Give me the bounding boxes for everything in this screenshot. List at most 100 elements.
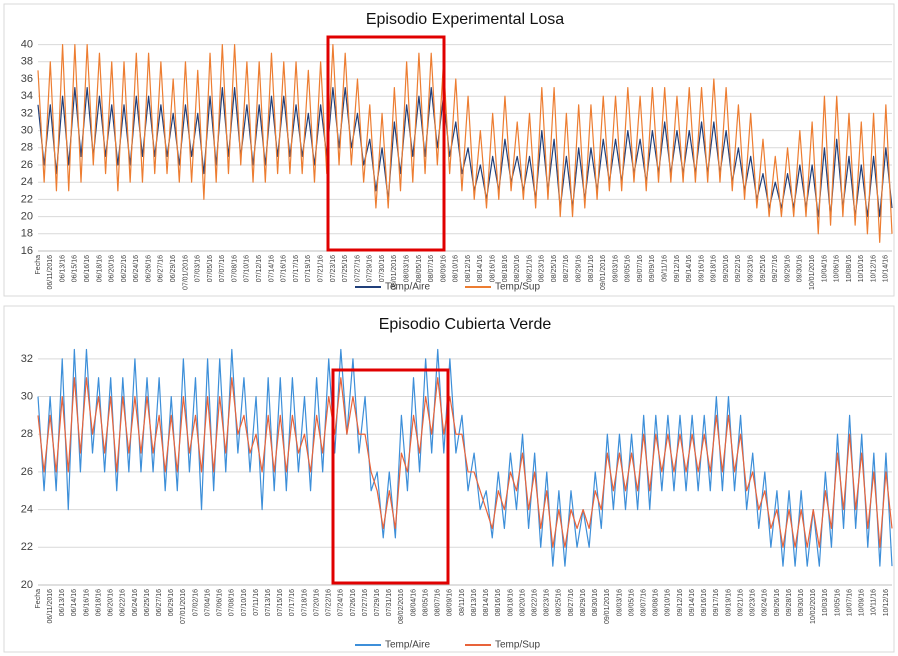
x-tick-label: 08/23/16	[539, 255, 546, 282]
x-tick-label: 06/29/16	[168, 589, 175, 616]
x-tick-label: 08/30/16	[592, 589, 599, 616]
y-tick-label: 20	[21, 579, 33, 591]
x-tick-label: 08/16/16	[495, 589, 502, 616]
x-tick-label: 09/12/16	[674, 255, 681, 282]
x-tick-label: 09/26/16	[774, 589, 781, 616]
x-tick-label: 06/11/2016	[47, 255, 54, 290]
x-tick-label: 07/20/16	[313, 589, 320, 616]
x-tick-label: 09/01/2016	[604, 589, 611, 624]
x-tick-label: 09/14/16	[689, 589, 696, 616]
y-tick-label: 38	[21, 56, 33, 68]
x-tick-label: 10/07/16	[846, 589, 853, 616]
x-tick-label: 07/01/2016	[180, 589, 187, 624]
y-tick-label: 34	[21, 90, 33, 102]
x-tick-label: 08/09/16	[447, 589, 454, 616]
x-tick-label: 08/13/16	[471, 589, 478, 616]
y-tick-label: 24	[21, 176, 33, 188]
x-tick-label: 07/18/16	[301, 589, 308, 616]
x-tick-label: 09/17/16	[713, 589, 720, 616]
x-tick-label: 07/25/16	[342, 255, 349, 282]
x-tick-label: 08/11/16	[459, 589, 466, 616]
x-tick-label: 07/16/16	[281, 255, 288, 282]
x-tick-label: 07/21/16	[317, 255, 324, 282]
x-tick-label: 10/08/16	[846, 255, 853, 282]
x-tick-label: 08/05/16	[416, 255, 423, 282]
x-tick-label: 09/11/16	[662, 255, 669, 282]
x-tick-label: 08/16/16	[489, 255, 496, 282]
x-tick-label: 06/29/16	[170, 255, 177, 282]
x-tick-label: 09/18/16	[711, 255, 718, 282]
x-tick-label: 06/16/16	[83, 589, 90, 616]
x-tick-label: 07/30/16	[379, 255, 386, 282]
x-tick-label: 09/03/16	[612, 255, 619, 282]
x-tick-label: 07/07/16	[219, 255, 226, 282]
x-tick-label: Fecha	[35, 589, 42, 609]
x-tick-label: 09/30/16	[797, 255, 804, 282]
x-tick-label: 10/12/16	[883, 589, 890, 616]
y-tick-label: 28	[21, 142, 33, 154]
x-tick-label: 09/30/16	[798, 589, 805, 616]
x-tick-label: 09/16/16	[698, 255, 705, 282]
x-tick-label: 07/22/16	[326, 589, 333, 616]
x-tick-label: 06/13/16	[59, 255, 66, 282]
x-tick-label: 09/23/16	[750, 589, 757, 616]
legend-label: Temp/Sup	[495, 640, 540, 651]
y-tick-label: 22	[21, 193, 33, 205]
x-tick-label: 07/27/16	[354, 255, 361, 282]
x-tick-label: 06/25/16	[144, 589, 151, 616]
x-tick-label: 07/14/16	[268, 255, 275, 282]
x-tick-label: 10/06/16	[834, 255, 841, 282]
x-tick-label: 08/01/2016	[391, 255, 398, 290]
x-tick-label: 09/23/16	[748, 255, 755, 282]
x-tick-label: 07/03/16	[195, 255, 202, 282]
y-tick-label: 32	[21, 353, 33, 365]
x-tick-label: 09/22/16	[735, 255, 742, 282]
x-tick-label: 07/17/16	[289, 589, 296, 616]
x-tick-label: 08/27/16	[563, 255, 570, 282]
x-tick-label: 07/11/16	[253, 589, 260, 616]
x-tick-label: 09/08/16	[653, 589, 660, 616]
x-tick-label: 07/10/16	[244, 255, 251, 282]
x-tick-label: 07/12/16	[256, 255, 263, 282]
x-tick-label: 08/31/16	[588, 255, 595, 282]
x-tick-label: 10/11/16	[871, 589, 878, 616]
x-tick-label: 09/27/16	[772, 255, 779, 282]
x-tick-label: 10/03/16	[822, 589, 829, 616]
x-tick-label: 07/10/16	[241, 589, 248, 616]
chart-title: Episodio Experimental Losa	[366, 11, 564, 28]
x-tick-label: 08/20/16	[519, 589, 526, 616]
x-tick-label: 06/18/16	[96, 255, 103, 282]
y-tick-label: 36	[21, 73, 33, 85]
y-tick-label: 26	[21, 159, 33, 171]
y-tick-label: 24	[21, 504, 33, 516]
x-tick-label: 07/05/16	[207, 255, 214, 282]
highlight-box	[331, 368, 450, 585]
x-tick-label: 07/08/16	[229, 589, 236, 616]
x-tick-label: 06/11/2016	[47, 589, 54, 624]
x-tick-label: 08/03/16	[403, 255, 410, 282]
x-tick-label: 10/01/2016	[809, 255, 816, 290]
highlight-box	[326, 35, 446, 252]
chart-title: Episodio Cubierta Verde	[379, 316, 552, 333]
x-tick-label: 07/19/16	[305, 255, 312, 282]
x-tick-label: 08/25/16	[556, 589, 563, 616]
x-tick-label: 09/05/16	[628, 589, 635, 616]
x-tick-label: 08/18/16	[507, 589, 514, 616]
x-tick-label: 09/07/16	[637, 255, 644, 282]
x-tick-label: 06/13/16	[59, 589, 66, 616]
x-tick-label: 08/07/16	[435, 589, 442, 616]
x-tick-label: 09/25/16	[760, 255, 767, 282]
series-line	[37, 44, 893, 243]
x-tick-label: 10/10/16	[858, 255, 865, 282]
x-tick-label: 07/29/16	[374, 589, 381, 616]
y-tick-label: 18	[21, 228, 33, 240]
x-tick-label: 09/21/16	[737, 589, 744, 616]
x-tick-label: 07/04/16	[204, 589, 211, 616]
y-tick-label: 26	[21, 466, 33, 478]
legend-label: Temp/Aire	[385, 282, 430, 293]
x-tick-label: 09/01/2016	[600, 255, 607, 290]
x-tick-label: 07/23/16	[330, 255, 337, 282]
x-tick-label: 08/10/16	[453, 255, 460, 282]
x-tick-label: 07/29/16	[367, 255, 374, 282]
y-tick-label: 40	[21, 39, 33, 51]
